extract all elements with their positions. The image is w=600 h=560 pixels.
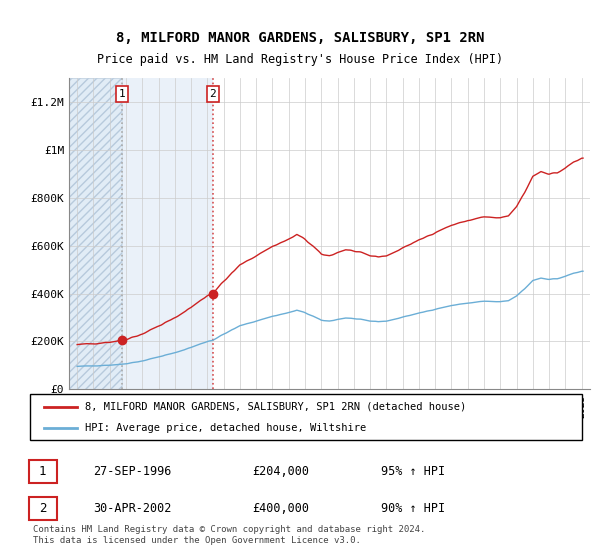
Text: £204,000: £204,000 <box>252 465 309 478</box>
Text: Contains HM Land Registry data © Crown copyright and database right 2024.
This d: Contains HM Land Registry data © Crown c… <box>33 525 425 545</box>
Text: 8, MILFORD MANOR GARDENS, SALISBURY, SP1 2RN: 8, MILFORD MANOR GARDENS, SALISBURY, SP1… <box>116 31 484 45</box>
Text: 2: 2 <box>39 502 46 515</box>
Text: Price paid vs. HM Land Registry's House Price Index (HPI): Price paid vs. HM Land Registry's House … <box>97 53 503 66</box>
Text: 90% ↑ HPI: 90% ↑ HPI <box>381 502 445 515</box>
Text: 8, MILFORD MANOR GARDENS, SALISBURY, SP1 2RN (detached house): 8, MILFORD MANOR GARDENS, SALISBURY, SP1… <box>85 402 466 412</box>
Text: 30-APR-2002: 30-APR-2002 <box>93 502 172 515</box>
Text: HPI: Average price, detached house, Wiltshire: HPI: Average price, detached house, Wilt… <box>85 423 367 433</box>
Text: 1: 1 <box>39 465 46 478</box>
Text: 2: 2 <box>209 89 216 99</box>
Text: 1: 1 <box>119 89 125 99</box>
Text: £400,000: £400,000 <box>252 502 309 515</box>
Bar <box>69 78 122 389</box>
Text: 95% ↑ HPI: 95% ↑ HPI <box>381 465 445 478</box>
Bar <box>122 78 213 389</box>
Text: 27-SEP-1996: 27-SEP-1996 <box>93 465 172 478</box>
